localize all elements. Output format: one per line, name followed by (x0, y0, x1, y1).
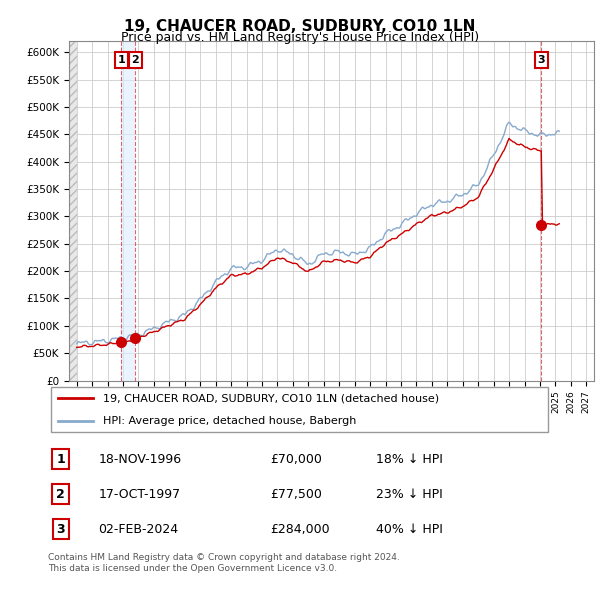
Bar (69, 41, 77, 381)
Text: 2: 2 (131, 55, 139, 65)
Text: £77,500: £77,500 (270, 487, 322, 501)
Text: 1: 1 (56, 453, 65, 466)
Bar (121, 41, 135, 381)
Text: 02-FEB-2024: 02-FEB-2024 (98, 523, 179, 536)
Text: 23% ↓ HPI: 23% ↓ HPI (376, 487, 442, 501)
Text: £284,000: £284,000 (270, 523, 329, 536)
Text: This data is licensed under the Open Government Licence v3.0.: This data is licensed under the Open Gov… (48, 564, 337, 573)
Text: 18% ↓ HPI: 18% ↓ HPI (376, 453, 442, 466)
Text: 2: 2 (56, 487, 65, 501)
Text: HPI: Average price, detached house, Babergh: HPI: Average price, detached house, Babe… (103, 415, 357, 425)
Text: Contains HM Land Registry data © Crown copyright and database right 2024.: Contains HM Land Registry data © Crown c… (48, 553, 400, 562)
FancyBboxPatch shape (50, 387, 548, 432)
Text: 1: 1 (118, 55, 125, 65)
Text: 18-NOV-1996: 18-NOV-1996 (98, 453, 182, 466)
Text: £70,000: £70,000 (270, 453, 322, 466)
Text: Price paid vs. HM Land Registry's House Price Index (HPI): Price paid vs. HM Land Registry's House … (121, 31, 479, 44)
Text: 19, CHAUCER ROAD, SUDBURY, CO10 1LN: 19, CHAUCER ROAD, SUDBURY, CO10 1LN (124, 19, 476, 34)
Text: 3: 3 (56, 523, 65, 536)
Text: 17-OCT-1997: 17-OCT-1997 (98, 487, 181, 501)
Text: 40% ↓ HPI: 40% ↓ HPI (376, 523, 442, 536)
Text: 3: 3 (538, 55, 545, 65)
Text: 19, CHAUCER ROAD, SUDBURY, CO10 1LN (detached house): 19, CHAUCER ROAD, SUDBURY, CO10 1LN (det… (103, 394, 440, 404)
